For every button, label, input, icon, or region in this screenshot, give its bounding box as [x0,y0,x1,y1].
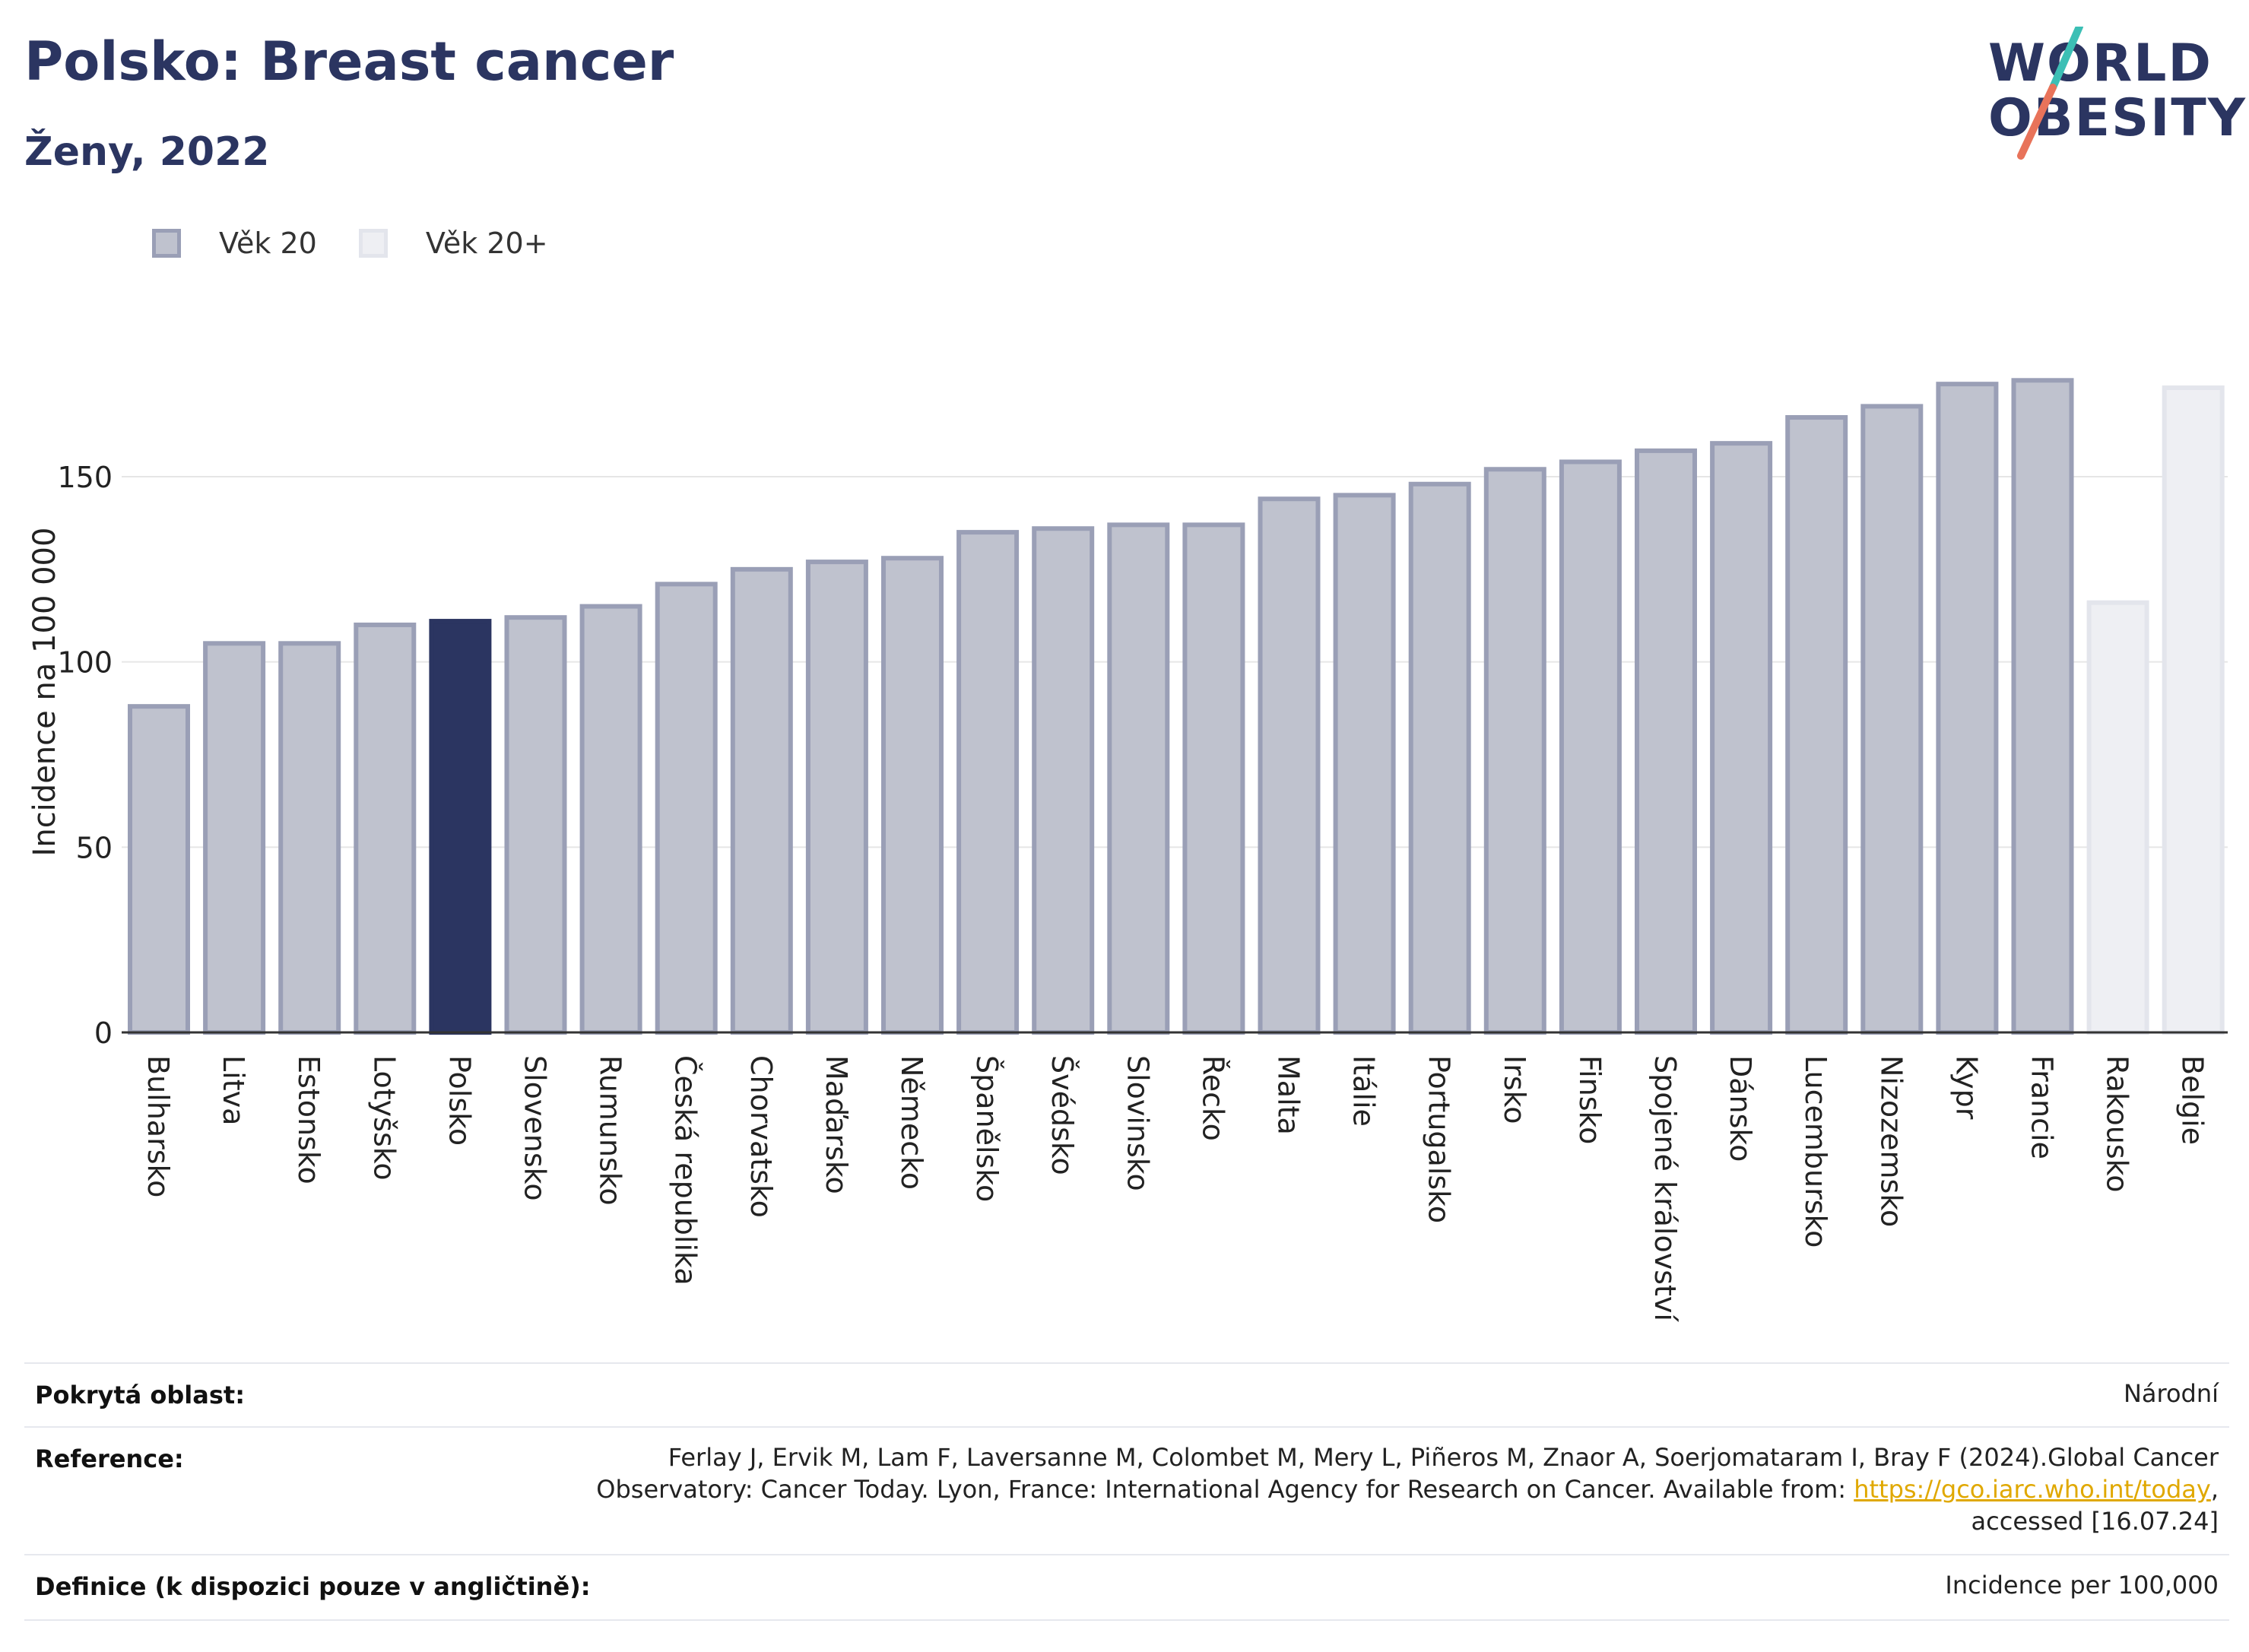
x-tick-label: Rakousko [2101,1055,2134,1193]
x-tick-label: Itálie [1347,1055,1381,1127]
x-tick-label: Finsko [1573,1055,1607,1144]
bar-rakousko[interactable] [2086,600,2149,1035]
reference-row: Reference: Ferlay J, Ervik M, Lam F, Lav… [24,1426,2229,1555]
bar-dánsko[interactable] [1710,441,1773,1035]
bar-lotyšsko[interactable] [354,622,417,1035]
legend-swatch-age20 [152,229,181,258]
x-tick-label: Dánsko [1724,1055,1757,1162]
chart-title: Polsko: Breast cancer [24,30,674,93]
reference-link[interactable]: https://gco.iarc.who.int/today [1854,1475,2211,1504]
x-tick-label: Německo [895,1055,928,1190]
x-tick-label: Chorvatsko [744,1055,778,1218]
x-tick-label: Irsko [1498,1055,1531,1124]
bar-kypr[interactable] [1936,382,1999,1035]
bar-portugalsko[interactable] [1408,481,1471,1035]
legend-label-age20plus: Věk 20+ [425,227,548,260]
x-tick-label: Nizozemsko [1874,1055,1908,1227]
x-tick-label: Polsko [443,1055,476,1146]
bar-belgie[interactable] [2162,385,2225,1035]
bar-španělsko[interactable] [956,530,1020,1035]
reference-value: Ferlay J, Ervik M, Lam F, Laversanne M, … [596,1441,2219,1537]
reference-label: Reference: [35,1444,184,1473]
reference-line-2: Observatory: Cancer Today. Lyon, France:… [596,1473,2219,1505]
y-tick-label: 0 [94,1016,113,1050]
definition-value: Incidence per 100,000 [1945,1571,2219,1600]
bar-litva[interactable] [203,641,266,1035]
bar-spojené-království[interactable] [1635,448,1697,1035]
x-tick-label: Litva [217,1055,250,1125]
bar-itálie[interactable] [1333,493,1396,1035]
bar-bulharsko[interactable] [128,704,190,1035]
reference-line-3: accessed [16.07.24] [1971,1507,2219,1536]
x-tick-label: Česká republika [669,1055,703,1286]
bar-německo[interactable] [881,556,944,1035]
bar-chart: 0 50 100 150 Bulharsko Litva Estonsko Lotyšsko P… [27,378,2228,1322]
x-tick-label: Švédsko [1045,1055,1079,1175]
y-tick-label: 100 [57,646,113,680]
y-axis-label: Incidence na 100 000 [27,528,62,857]
x-tick-label: Řecko [1196,1055,1229,1141]
bar-řecko[interactable] [1182,522,1245,1035]
bar-česká-republika[interactable] [655,582,718,1035]
bar-polsko[interactable] [429,619,492,1035]
legend-item-age20: Věk 20 [152,227,317,260]
logo-line-1: WORLD [1988,33,2213,94]
coverage-value: Národní [2123,1379,2219,1408]
x-tick-label: Španělsko [970,1055,1004,1202]
x-tick-label: Spojené království [1648,1055,1682,1322]
x-tick-label: Slovinsko [1121,1055,1154,1191]
x-tick-label: Lotyšsko [367,1055,401,1181]
reference-line-1: Ferlay J, Ervik M, Lam F, Laversanne M, … [668,1443,2219,1472]
bar-chorvatsko[interactable] [730,566,793,1035]
legend-item-age20plus: Věk 20+ [358,227,548,260]
logo-slash-icon [2017,27,2083,160]
reference-line-2-text: Observatory: Cancer Today. Lyon, France:… [596,1475,1854,1504]
bar-francie[interactable] [2011,378,2074,1035]
bars [128,378,2225,1035]
x-tick-label: Bulharsko [141,1055,175,1197]
y-tick-label: 50 [76,831,113,864]
x-tick-label: Malta [1272,1055,1305,1135]
reference-line-2-suffix: , [2210,1475,2219,1504]
coverage-row: Pokrytá oblast: Národní [24,1362,2229,1428]
bar-finsko[interactable] [1559,459,1622,1035]
bar-irsko[interactable] [1483,467,1546,1035]
definition-row: Definice (k dispozici pouze v angličtině… [24,1554,2229,1621]
x-tick-label: Francie [2025,1055,2059,1159]
bar-rumunsko[interactable] [579,604,642,1035]
bar-maďarsko[interactable] [805,560,868,1035]
x-tick-label: Slovensko [519,1055,552,1201]
chart-legend: Věk 20 Věk 20+ [152,227,590,260]
chart-subtitle: Ženy, 2022 [24,129,270,175]
legend-label-age20: Věk 20 [219,227,317,260]
bar-estonsko[interactable] [278,641,341,1035]
bar-slovinsko[interactable] [1107,522,1170,1035]
bar-švédsko[interactable] [1032,526,1095,1035]
x-tick-label: Belgie [2176,1055,2209,1145]
x-tick-label: Lucembursko [1799,1055,1832,1248]
x-tick-label: Maďarsko [820,1055,853,1194]
y-tick-label: 150 [57,461,113,494]
x-tick-label: Estonsko [292,1055,325,1184]
x-tick-label: Kypr [1949,1055,1983,1120]
x-tick-label: Rumunsko [594,1055,627,1206]
legend-swatch-age20plus [358,229,388,258]
bar-slovensko[interactable] [504,615,567,1035]
definition-label: Definice (k dispozici pouze v angličtině… [35,1572,591,1601]
tick-labels: 0 50 100 150 Bulharsko Litva Estonsko Lotyšsko P… [57,461,2209,1322]
bar-malta[interactable] [1258,496,1321,1035]
bar-nizozemsko[interactable] [1860,404,1924,1035]
x-tick-label: Portugalsko [1423,1055,1456,1223]
bar-lucembursko[interactable] [1785,415,1848,1035]
coverage-label: Pokrytá oblast: [35,1381,245,1409]
